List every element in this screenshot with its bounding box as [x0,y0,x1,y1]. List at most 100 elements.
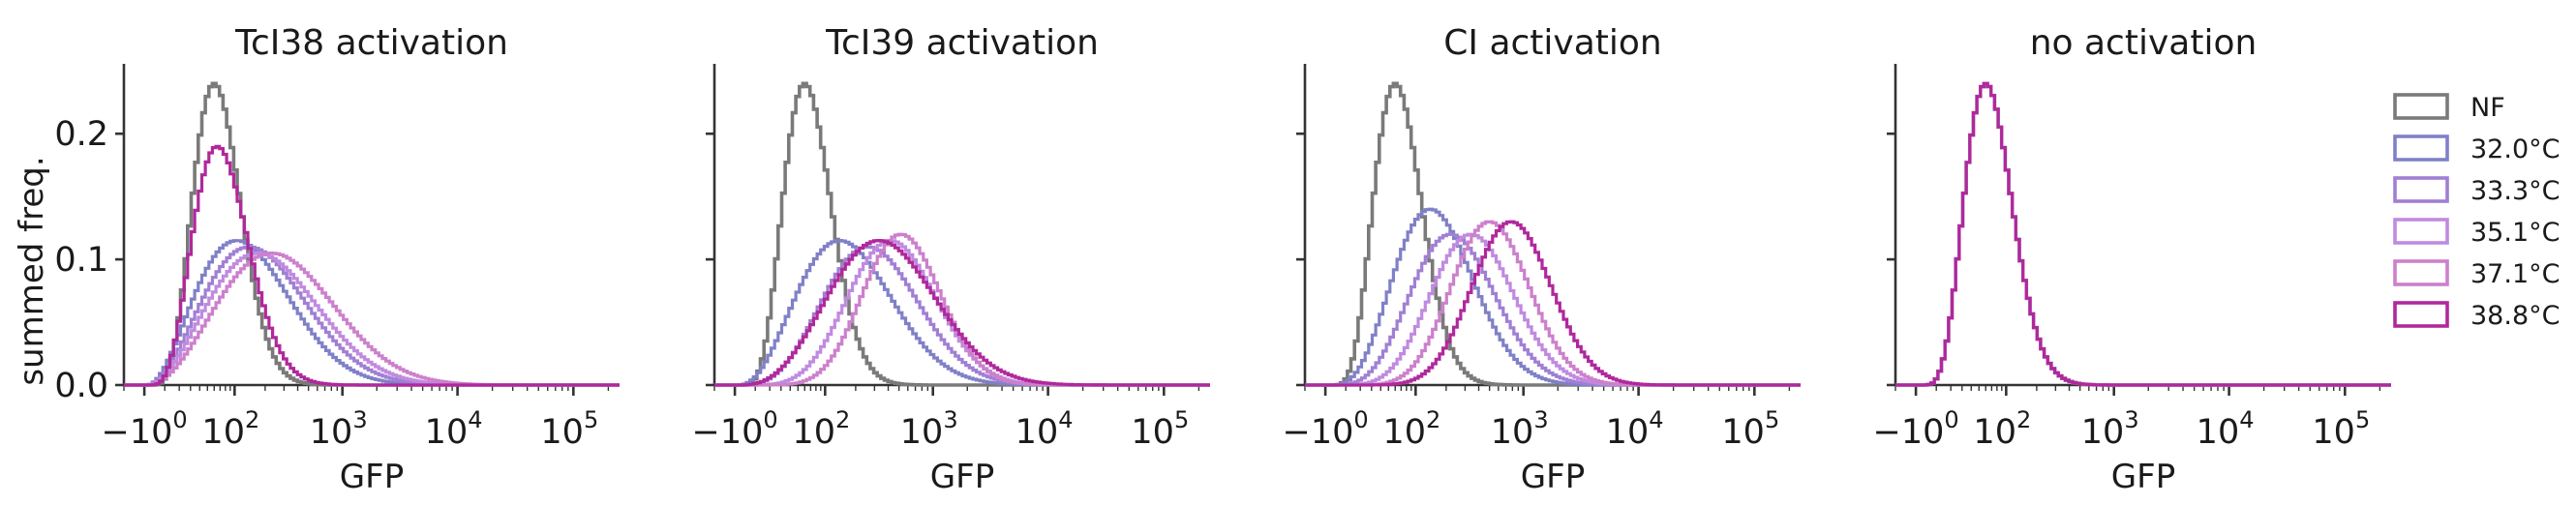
x-tick-exponent: 0 [1944,406,1958,433]
legend-label: 38.8°C [2470,301,2560,331]
histogram-nf [1895,81,2391,387]
x-tick-label: 102 [1382,406,1440,452]
x-tick-exponent: 2 [1426,406,1440,433]
x-tick-exponent: 5 [2355,406,2370,433]
panel-title: no activation [2030,23,2258,63]
x-tick-base: 10 [1721,413,1765,452]
x-tick-label: −100 [692,406,778,452]
legend-swatch [2393,301,2449,328]
histogram-388c [1895,81,2391,387]
x-tick-exponent: 4 [1058,406,1073,433]
x-tick-label: 105 [2312,406,2370,452]
legend-label: 35.1°C [2470,218,2560,248]
x-tick-exponent: 5 [1174,406,1189,433]
x-tick-label: 103 [900,406,958,452]
x-tick-exponent: 5 [1765,406,1779,433]
x-tick-label: 105 [1721,406,1779,452]
x-axis-label: GFP [1521,458,1585,496]
histogram-388c [124,144,620,387]
x-tick-exponent: 2 [835,406,850,433]
legend: NF 32.0°C 33.3°C 35.1°C 37.1°C 38.8°C [2393,93,2560,331]
x-tick-label: −100 [1873,406,1959,452]
x-tick-base: 10 [1015,413,1059,452]
x-tick-base: 10 [1131,413,1174,452]
x-tick-base: 10 [310,413,353,452]
histogram-388c [714,239,1210,387]
x-tick-label: 103 [310,406,368,452]
y-tick-label: 0.1 [54,241,108,280]
histogram-351c [1895,81,2391,387]
x-tick-label: 103 [2081,406,2139,452]
x-axis-label: GFP [340,458,404,496]
x-tick-base: 10 [1382,413,1426,452]
legend-label: NF [2470,93,2505,123]
legend-swatch [2393,259,2449,286]
x-axis-label: GFP [2111,458,2175,496]
x-tick-exponent: 0 [1353,406,1368,433]
x-tick-label: 105 [540,406,598,452]
legend-label: 37.1°C [2470,259,2560,289]
legend-swatch [2393,93,2449,120]
x-axis-label: GFP [930,458,994,496]
x-tick-label: 104 [2197,406,2255,452]
legend-swatch [2393,218,2449,245]
x-tick-label: 103 [1491,406,1549,452]
x-tick-base: 10 [2312,413,2355,452]
histogram-nf [124,81,620,387]
x-tick-base: 10 [792,413,835,452]
x-tick-base: 10 [1973,413,2016,452]
x-tick-base: 10 [540,413,584,452]
x-tick-exponent: 2 [245,406,259,433]
x-tick-label: −100 [102,406,188,452]
x-tick-prefix: −10 [1283,413,1354,452]
x-tick-prefix: −10 [1873,413,1945,452]
histogram-333c [1895,81,2391,387]
legend-swatch [2393,134,2449,162]
legend-label: 33.3°C [2470,176,2560,206]
y-tick-label: 0.0 [54,367,108,405]
x-tick-exponent: 3 [1533,406,1548,433]
x-tick-label: 102 [792,406,850,452]
histogram-351c [124,252,620,387]
x-tick-prefix: −10 [102,413,173,452]
y-axis-label: summed freq. [13,156,51,385]
legend-swatch [2393,176,2449,203]
x-tick-base: 10 [1606,413,1650,452]
x-tick-base: 10 [425,413,469,452]
x-tick-label: 105 [1131,406,1189,452]
x-tick-exponent: 3 [352,406,367,433]
x-tick-label: 104 [1015,406,1074,452]
histogram-371c [1895,81,2391,387]
legend-label: 32.0°C [2470,134,2560,164]
x-tick-label: −100 [1283,406,1369,452]
x-tick-exponent: 4 [2239,406,2254,433]
panel-title: TcI38 activation [234,23,508,63]
x-tick-label: 104 [425,406,483,452]
x-tick-base: 10 [2197,413,2240,452]
x-tick-label: 102 [201,406,259,452]
x-tick-exponent: 3 [2124,406,2138,433]
x-tick-prefix: −10 [692,413,764,452]
x-tick-exponent: 4 [1649,406,1663,433]
x-tick-base: 10 [900,413,944,452]
x-tick-label: 102 [1973,406,2031,452]
y-tick-label: 0.2 [54,115,108,154]
x-tick-base: 10 [1491,413,1534,452]
x-tick-exponent: 2 [2016,406,2031,433]
x-tick-label: 104 [1606,406,1664,452]
histogram-388c [1305,220,1801,387]
x-tick-exponent: 0 [172,406,187,433]
x-tick-base: 10 [201,413,245,452]
x-tick-base: 10 [2081,413,2125,452]
panel-title: CI activation [1443,23,1662,63]
x-tick-exponent: 0 [763,406,777,433]
panel-title: TcI39 activation [825,23,1099,63]
x-tick-exponent: 4 [468,406,482,433]
x-tick-exponent: 3 [943,406,957,433]
